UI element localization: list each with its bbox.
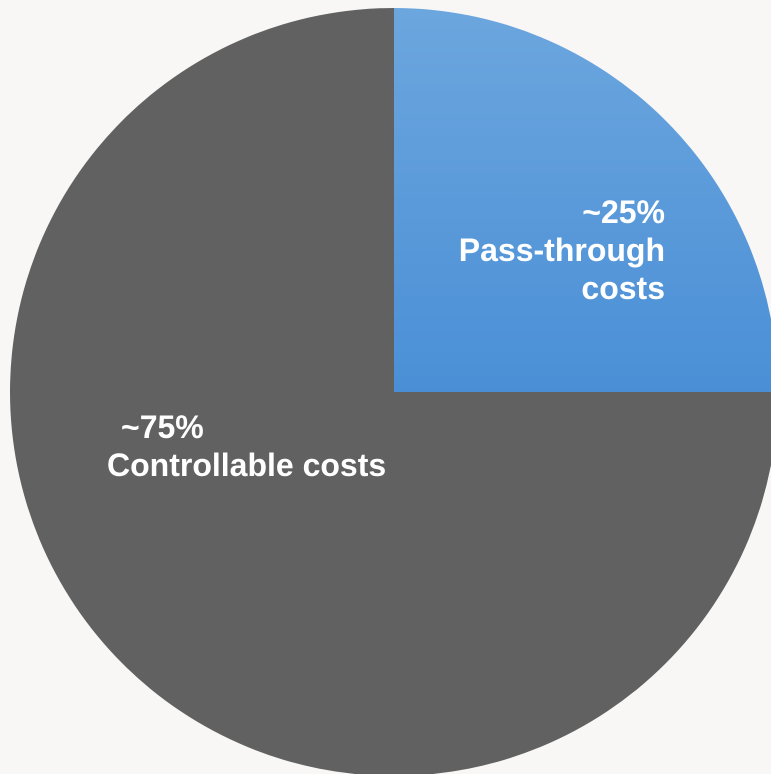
slice-label-controllable: ~75% Controllable costs bbox=[107, 408, 386, 484]
slice-name-pass-through-line1: Pass-through bbox=[458, 232, 665, 268]
slice-name-pass-through-line2: costs bbox=[581, 270, 665, 306]
pie-slice-controllable-costs bbox=[10, 8, 771, 774]
pie-slice-pass-through-costs bbox=[394, 8, 771, 392]
slice-name-controllable: Controllable costs bbox=[107, 447, 387, 483]
slice-label-pass-through: ~25% Pass-through costs bbox=[459, 193, 665, 307]
slice-value-pass-through: ~25% bbox=[582, 194, 665, 230]
slice-value-controllable: ~75% bbox=[121, 409, 204, 445]
